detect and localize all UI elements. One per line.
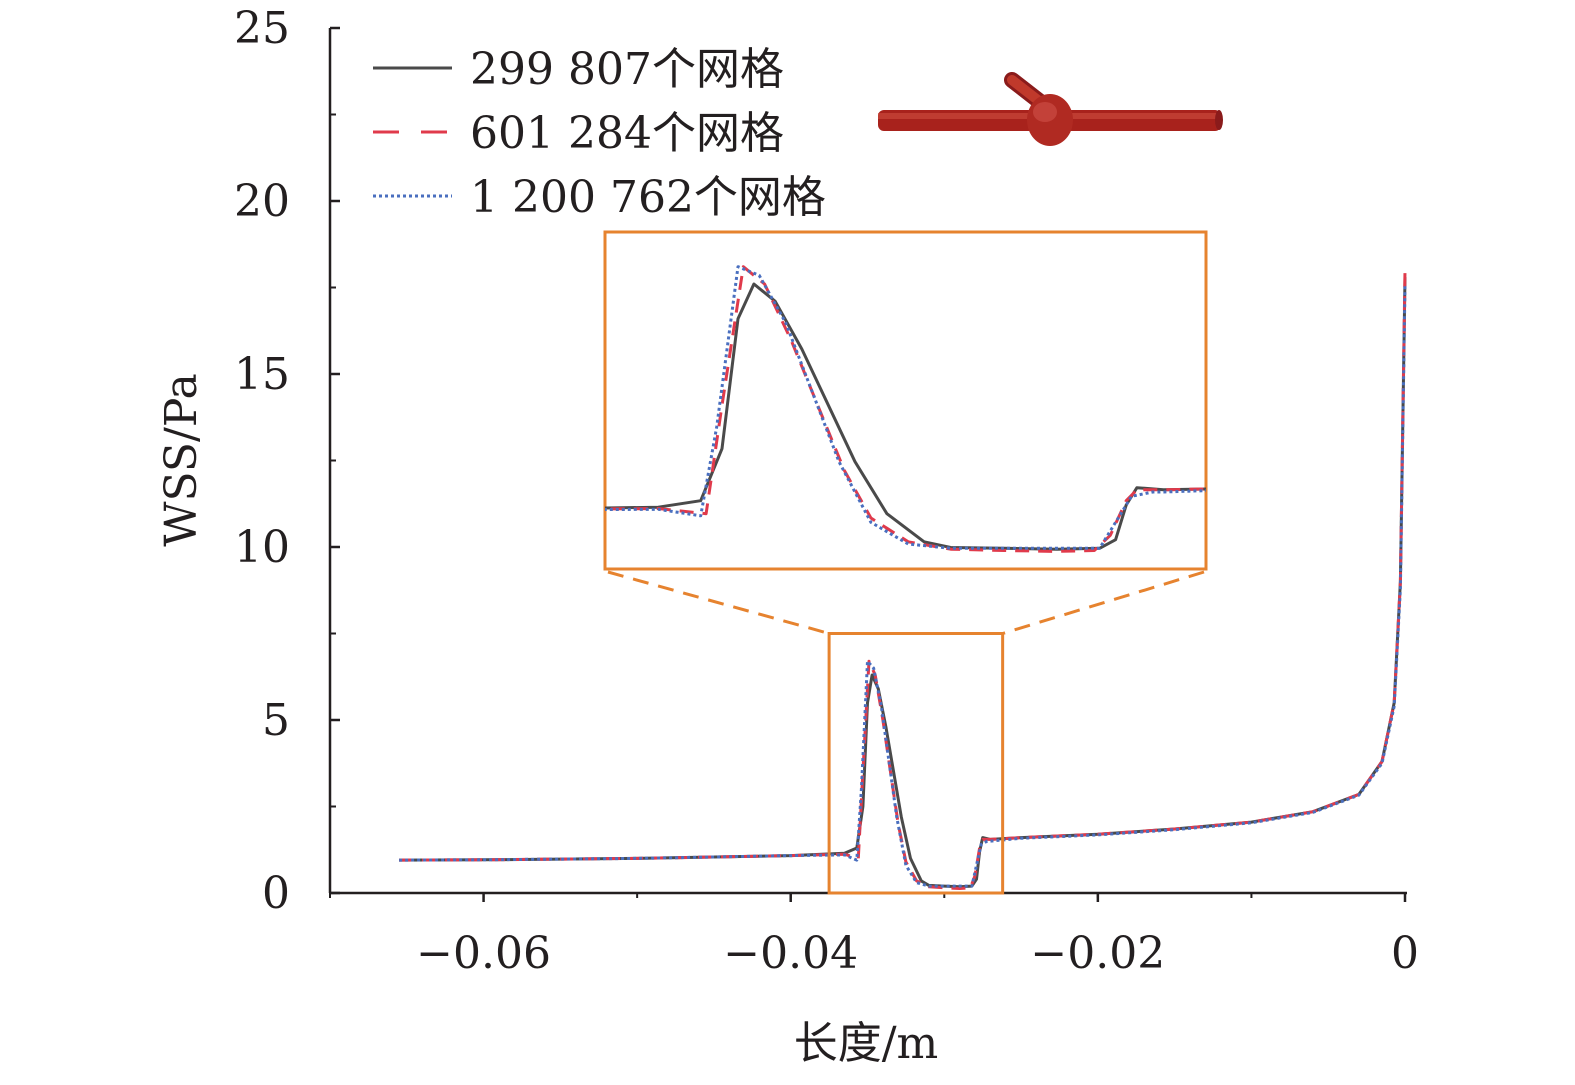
legend: 299 807个网格 601 284个网格 1 200 762个网格 (373, 44, 826, 223)
legend-label-2: 601 284个网格 (470, 108, 784, 159)
zoom-inset (603, 230, 1208, 571)
y-tick-label: 0 (262, 868, 290, 919)
y-axis-ticks: 0 5 10 15 20 25 (234, 3, 340, 919)
x-tick-label: −0.02 (1030, 928, 1165, 979)
vessel-model-illustration (878, 72, 1223, 146)
x-axis-title: 长度/m (794, 1018, 939, 1069)
legend-label-1: 299 807个网格 (470, 44, 784, 95)
inset-frame (603, 230, 1208, 571)
inset-series-lines (605, 265, 1206, 553)
zoom-region-box (607, 570, 1205, 895)
series-lines (399, 270, 1407, 890)
y-tick-label: 5 (262, 695, 290, 746)
zoom-connector-left (607, 570, 830, 635)
legend-label-3: 1 200 762个网格 (470, 172, 826, 223)
x-tick-label: −0.06 (416, 928, 551, 979)
series-line-2 (399, 270, 1407, 890)
y-tick-label: 15 (234, 349, 290, 400)
y-tick-label: 10 (234, 522, 290, 573)
x-tick-label: −0.04 (723, 928, 858, 979)
x-tick-label: 0 (1391, 928, 1419, 979)
zoom-box-rect (827, 632, 1005, 895)
y-tick-label: 20 (234, 176, 290, 227)
y-tick-label: 25 (234, 3, 290, 54)
zoom-connector-right (1002, 570, 1205, 635)
series-line-3 (399, 283, 1407, 888)
x-axis-ticks: −0.06 −0.04 −0.02 0 (329, 893, 1419, 979)
y-axis-title: WSS/Pa (156, 373, 207, 546)
